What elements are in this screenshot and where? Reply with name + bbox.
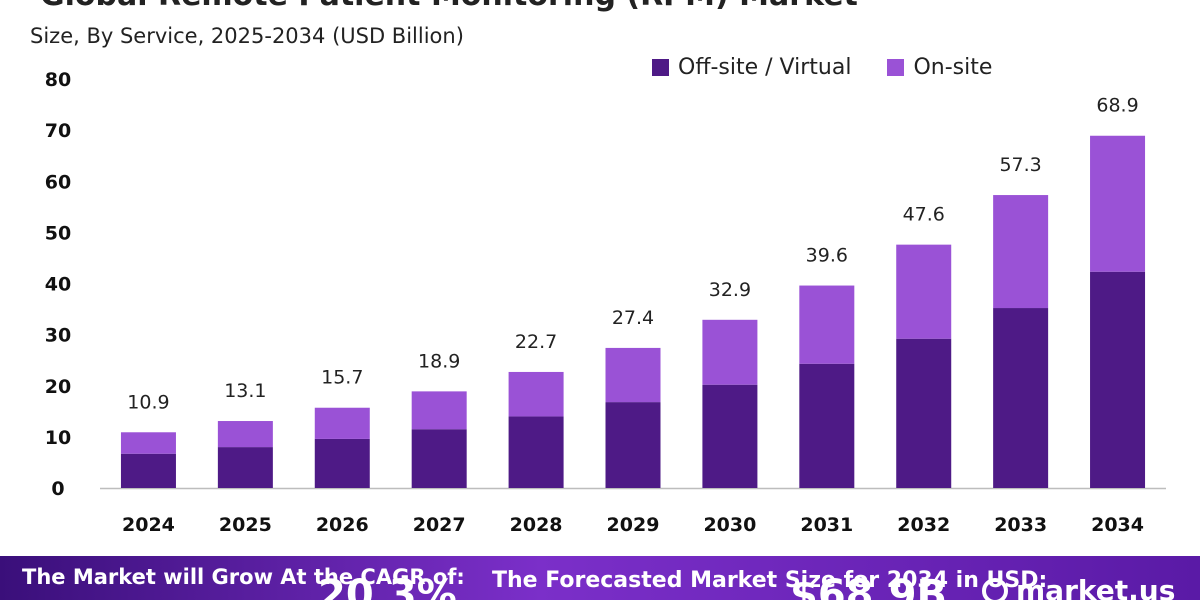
x-tick-label: 2026 xyxy=(316,514,369,536)
bar-total-label: 68.9 xyxy=(1096,95,1138,117)
footer-banner: The Market will Grow At the CAGR of: 20.… xyxy=(0,556,1200,600)
bar-segment-offsite xyxy=(896,338,952,488)
y-tick-label: 20 xyxy=(45,376,71,398)
x-tick-label: 2027 xyxy=(413,514,466,536)
bar-segment-onsite xyxy=(799,285,855,364)
bar-segment-offsite xyxy=(993,308,1049,488)
bar-segment-onsite xyxy=(993,195,1049,309)
x-tick-label: 2028 xyxy=(510,514,563,536)
bar-total-label: 32.9 xyxy=(709,279,751,301)
bar-segment-onsite xyxy=(314,407,370,439)
chart-subtitle: Size, By Service, 2025-2034 (USD Billion… xyxy=(30,24,464,48)
bar-total-label: 15.7 xyxy=(321,367,363,389)
brand-logo: market.us xyxy=(982,574,1175,600)
y-tick-label: 50 xyxy=(45,222,71,244)
legend-item-onsite: On-site xyxy=(887,55,992,80)
bar-total-label: 27.4 xyxy=(612,307,654,329)
x-tick-label: 2033 xyxy=(994,514,1047,536)
bar-segment-onsite xyxy=(508,371,564,417)
bar-segment-onsite xyxy=(120,432,176,454)
footer-cagr-caption: The Market will Grow At the CAGR of: xyxy=(22,565,465,589)
bar-segment-offsite xyxy=(411,429,467,488)
legend-label-onsite: On-site xyxy=(913,55,993,80)
bar-segment-offsite xyxy=(702,384,758,488)
bar-total-label: 39.6 xyxy=(806,245,848,267)
y-tick-label: 30 xyxy=(45,325,71,347)
x-tick-label: 2034 xyxy=(1091,514,1144,536)
bar-segment-offsite xyxy=(314,438,370,488)
chart-legend: Off-site / Virtual On-site xyxy=(652,55,1018,80)
x-tick-label: 2031 xyxy=(800,514,853,536)
bar-total-label: 22.7 xyxy=(515,331,557,353)
brand-logo-icon xyxy=(982,577,1008,600)
bar-segment-offsite xyxy=(508,416,564,488)
bar-segment-onsite xyxy=(411,391,467,430)
legend-swatch-offsite xyxy=(652,59,669,76)
x-tick-label: 2025 xyxy=(219,514,272,536)
y-tick-label: 10 xyxy=(45,427,71,449)
footer-cagr-value: 20.3% xyxy=(318,572,457,600)
bar-segment-offsite xyxy=(799,363,855,488)
legend-label-offsite: Off-site / Virtual xyxy=(678,55,852,80)
bar-total-label: 10.9 xyxy=(127,391,169,413)
bar-total-label: 18.9 xyxy=(418,350,460,372)
chart-title-strip: Global Remote Patient Monitoring (RPM) M… xyxy=(0,0,1200,14)
bar-segment-onsite xyxy=(217,421,273,448)
legend-swatch-onsite xyxy=(887,59,905,76)
bar-segment-onsite xyxy=(896,244,952,339)
bar-total-label: 13.1 xyxy=(224,380,266,402)
x-tick-label: 2024 xyxy=(122,514,175,536)
bar-segment-offsite xyxy=(605,402,661,488)
bar-segment-offsite xyxy=(1090,271,1146,488)
y-tick-label: 60 xyxy=(45,171,71,193)
y-tick-label: 70 xyxy=(45,120,71,142)
y-tick-label: 0 xyxy=(51,478,64,500)
footer-size-caption: The Forecasted Market Size for 2034 in U… xyxy=(492,568,1048,593)
x-tick-label: 2029 xyxy=(607,514,660,536)
bar-segment-offsite xyxy=(120,453,176,488)
bar-segment-onsite xyxy=(1090,135,1146,272)
legend-item-offsite: Off-site / Virtual xyxy=(652,55,851,80)
bar-total-label: 47.6 xyxy=(903,204,945,226)
y-tick-label: 40 xyxy=(45,274,71,296)
y-tick-label: 80 xyxy=(45,69,71,91)
bar-total-label: 57.3 xyxy=(999,154,1041,176)
bar-segment-onsite xyxy=(702,319,758,385)
footer-size-value: $68.9B xyxy=(790,572,948,600)
bar-chart: 0102030405060708010.9202413.1202515.7202… xyxy=(45,69,1166,536)
brand-name: market.us xyxy=(1016,574,1176,600)
x-tick-label: 2030 xyxy=(703,514,756,536)
bar-segment-offsite xyxy=(217,447,273,488)
bar-segment-onsite xyxy=(605,347,661,403)
x-tick-label: 2032 xyxy=(897,514,950,536)
chart-title: Global Remote Patient Monitoring (RPM) M… xyxy=(40,0,858,13)
